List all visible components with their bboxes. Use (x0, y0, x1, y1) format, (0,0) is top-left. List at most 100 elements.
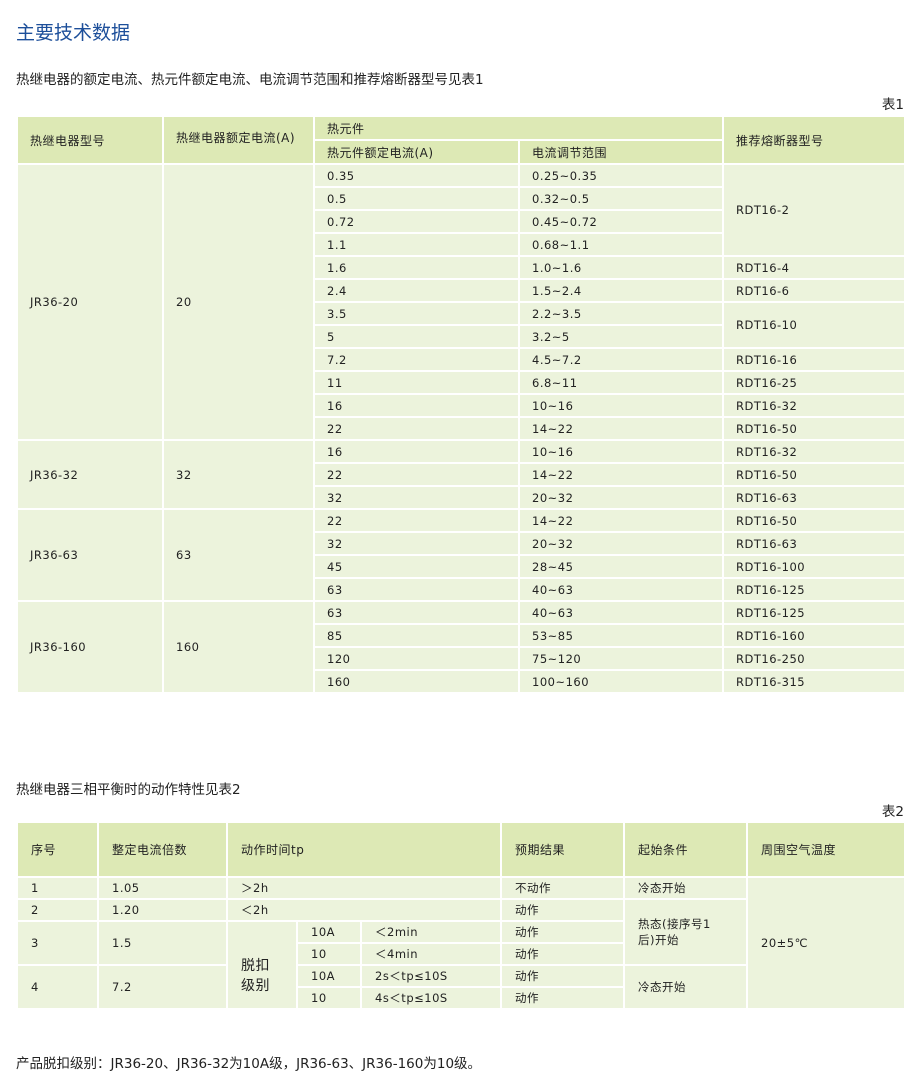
fuse-model-cell: RDT16-125 (722, 577, 907, 602)
element-rated-current-cell: 85 (313, 623, 520, 648)
current-range-cell: 100~160 (517, 669, 725, 694)
table-row: JR36-63 63 22 14~22 RDT16-50 (16, 508, 907, 602)
element-rated-current-cell: 160 (313, 669, 520, 694)
element-rated-current-cell: 32 (313, 485, 520, 510)
row-time: ＜2min (360, 920, 502, 944)
element-rated-current-cell: 5 (313, 324, 520, 349)
row-condition: 热态(接序号1后)开始 (623, 898, 748, 966)
relay-rated-current-cell: 32 (162, 439, 315, 510)
table-row: 5 3.2~5 (17, 324, 905, 349)
relay-rated-current-cell: 63 (162, 508, 315, 602)
page-title: 主要技术数据 (16, 22, 131, 44)
table-row: 3.5 2.2~3.5 RDT16-10 (17, 301, 907, 349)
table-row: JR36-32 32 16 10~16 RDT16-32 (16, 439, 907, 510)
fuse-model-cell: RDT16-6 (722, 278, 907, 303)
row-result: 动作 (500, 986, 625, 1010)
trip-class-note: 产品脱扣级别：JR36-20、JR36-32为10A级，JR36-63、JR36… (16, 1056, 482, 1072)
current-range-cell: 14~22 (517, 462, 725, 487)
row-class: 10 (296, 942, 362, 966)
table-row: 32 20~32 RDT16-63 (17, 531, 907, 556)
row-multiple: 7.2 (97, 964, 228, 1010)
table-row: 32 20~32 RDT16-63 (17, 485, 907, 510)
current-range-cell: 0.45~0.72 (517, 209, 725, 234)
row-result: 动作 (500, 898, 625, 922)
header-rated: 热继电器额定电流(A) (162, 115, 315, 165)
row-class: 10A (296, 964, 362, 988)
current-range-cell: 0.32~0.5 (517, 186, 725, 211)
row-no: 2 (16, 898, 99, 922)
current-range-cell: 0.68~1.1 (517, 232, 725, 257)
row-multiple: 1.20 (97, 898, 228, 922)
fuse-model-cell: RDT16-63 (722, 531, 907, 556)
relay-rated-current-cell: 160 (162, 600, 315, 694)
table1: 热继电器型号 热继电器额定电流(A) 热元件 推荐熔断器型号 热元件额定电流(A… (16, 115, 907, 694)
current-range-cell: 10~16 (517, 393, 725, 418)
header-no: 序号 (16, 821, 99, 878)
row-multiple: 1.05 (97, 876, 228, 900)
table-row: 1.1 0.68~1.1 (17, 232, 905, 257)
row-result: 动作 (500, 964, 625, 988)
fuse-model-cell: RDT16-125 (722, 600, 907, 625)
row-class: 10 (296, 986, 362, 1010)
header-time: 动作时间tp (226, 821, 502, 878)
header-temperature: 周围空气温度 (746, 821, 906, 878)
table2: 序号 整定电流倍数 动作时间tp 预期结果 起始条件 周围空气温度 1 1.05… (16, 821, 906, 1010)
table2-label: 表2 (881, 804, 904, 820)
table2-caption: 热继电器三相平衡时的动作特性见表2 (16, 782, 241, 798)
table-row: 63 40~63 RDT16-125 (17, 577, 907, 602)
element-rated-current-cell: 32 (313, 531, 520, 556)
row-multiple: 1.5 (97, 920, 228, 966)
table-row: 1.6 1.0~1.6 RDT16-4 (17, 255, 907, 280)
relay-rated-current-cell: 20 (162, 163, 315, 441)
temperature-cell: 20±5℃ (746, 876, 906, 1010)
trip-class-label: 脱扣级别 (226, 920, 298, 1010)
element-rated-current-cell: 16 (313, 439, 520, 464)
row-result: 动作 (500, 942, 625, 966)
table-row: 0.5 0.32~0.5 (17, 186, 905, 211)
row-condition: 冷态开始 (623, 876, 748, 900)
table-row: 45 28~45 RDT16-100 (17, 554, 907, 579)
element-rated-current-cell: 1.1 (313, 232, 520, 257)
header-result: 预期结果 (500, 821, 625, 878)
table-row: 16 10~16 RDT16-32 (17, 393, 907, 418)
fuse-model-cell: RDT16-160 (722, 623, 907, 648)
fuse-model-cell: RDT16-63 (722, 485, 907, 510)
element-rated-current-cell: 0.5 (313, 186, 520, 211)
element-rated-current-cell: 22 (313, 508, 520, 533)
fuse-model-cell: RDT16-315 (722, 669, 907, 694)
element-rated-current-cell: 3.5 (313, 301, 520, 326)
header-multiple: 整定电流倍数 (97, 821, 228, 878)
table-row: 2.4 1.5~2.4 RDT16-6 (17, 278, 907, 303)
header-condition: 起始条件 (623, 821, 748, 878)
current-range-cell: 6.8~11 (517, 370, 725, 395)
table-row: 11 6.8~11 RDT16-25 (17, 370, 907, 395)
fuse-model-cell: RDT16-25 (722, 370, 907, 395)
row-time: ＜4min (360, 942, 502, 966)
table-row: 22 14~22 RDT16-50 (17, 462, 907, 487)
relay-model-cell: JR36-20 (16, 163, 164, 441)
current-range-cell: 40~63 (517, 577, 725, 602)
fuse-model-cell: RDT16-10 (722, 301, 907, 349)
row-no: 3 (16, 920, 99, 966)
element-rated-current-cell: 22 (313, 416, 520, 441)
current-range-cell: 20~32 (517, 485, 725, 510)
fuse-model-cell: RDT16-32 (722, 439, 907, 464)
header-model: 热继电器型号 (16, 115, 164, 165)
row-condition: 冷态开始 (623, 964, 748, 1010)
fuse-model-cell: RDT16-16 (722, 347, 907, 372)
fuse-model-cell: RDT16-100 (722, 554, 907, 579)
fuse-model-cell: RDT16-50 (722, 462, 907, 487)
table1-caption: 热继电器的额定电流、热元件额定电流、电流调节范围和推荐熔断器型号见表1 (16, 72, 484, 88)
current-range-cell: 53~85 (517, 623, 725, 648)
fuse-model-cell: RDT16-250 (722, 646, 907, 671)
element-rated-current-cell: 0.72 (313, 209, 520, 234)
element-rated-current-cell: 16 (313, 393, 520, 418)
header-element: 热元件 (312, 115, 725, 141)
table-row: 120 75~120 RDT16-250 (17, 646, 907, 671)
element-rated-current-cell: 1.6 (313, 255, 520, 280)
row-no: 4 (16, 964, 99, 1010)
relay-model-cell: JR36-32 (16, 439, 164, 510)
fuse-model-cell: RDT16-50 (722, 508, 907, 533)
row-class: 10A (296, 920, 362, 944)
table-row: 85 53~85 RDT16-160 (17, 623, 907, 648)
